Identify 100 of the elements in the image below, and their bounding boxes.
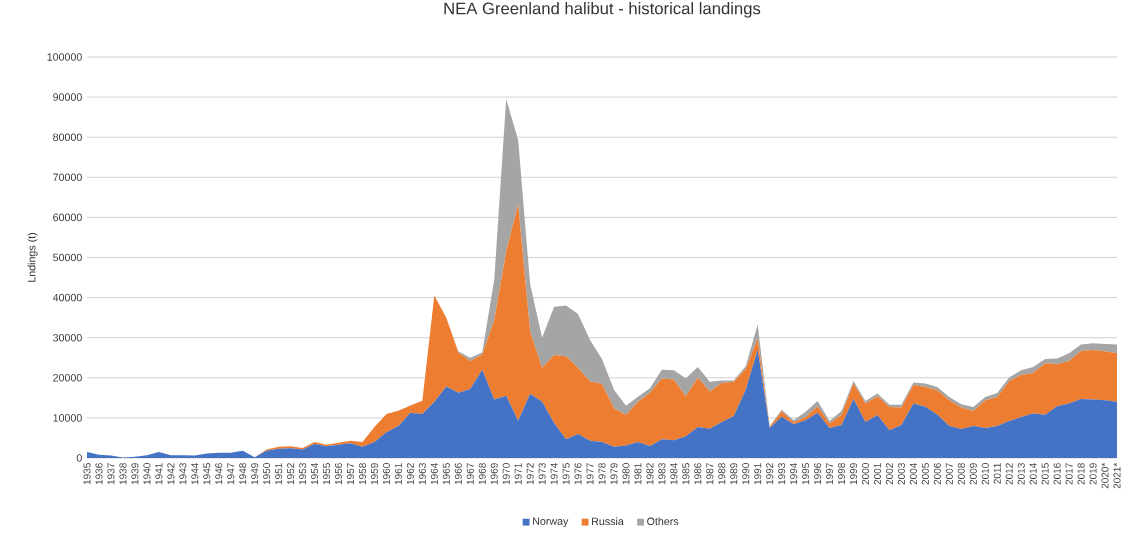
- x-tick-label: 2021*: [1113, 462, 1121, 489]
- x-tick-label: 2006: [933, 463, 941, 485]
- y-tick-label: 20000: [53, 374, 82, 382]
- x-tick-label: 1977: [586, 463, 594, 485]
- x-tick-label: 1987: [706, 463, 714, 485]
- legend-label: Russia: [592, 517, 624, 526]
- x-tick-label: 1935: [83, 463, 91, 485]
- x-tick-label: 1975: [562, 463, 570, 485]
- y-tick-label: 40000: [52, 293, 82, 302]
- x-tick-label: 1948: [239, 463, 247, 485]
- chart-title: NEA Greenland halibut - historical landings: [444, 2, 761, 18]
- x-tick-label: 2001: [873, 463, 882, 485]
- x-tick-label: 1937: [107, 463, 115, 485]
- x-tick-label: 1978: [598, 463, 606, 485]
- x-tick-label: 1962: [406, 463, 414, 485]
- y-tick-label: 30000: [53, 333, 82, 342]
- y-tick-label: 60000: [53, 213, 82, 222]
- x-tick-label: 2007: [945, 463, 953, 485]
- x-tick-label: 2019: [1089, 463, 1097, 485]
- x-tick-label: 1984: [670, 462, 678, 485]
- x-tick-label: 1936: [95, 463, 103, 485]
- x-tick-label: 1939: [131, 463, 139, 485]
- x-tick-label: 1961: [394, 463, 402, 485]
- x-tick-label: 1968: [478, 463, 486, 485]
- x-tick-label: 2011: [993, 463, 1001, 484]
- x-tick-label: 1979: [610, 463, 618, 485]
- x-tick-label: 1953: [299, 463, 307, 485]
- x-tick-label: 1972: [526, 463, 534, 485]
- x-tick-label: 1950: [263, 463, 271, 485]
- x-tick-label: 1982: [646, 463, 654, 485]
- x-tick-label: 1940: [143, 463, 151, 485]
- x-tick-label: 1942: [167, 463, 175, 485]
- x-tick-label: 1952: [287, 463, 295, 485]
- x-tick-label: 2004: [909, 462, 917, 485]
- x-tick-label: 1999: [849, 463, 858, 485]
- x-tick-label: 1994: [790, 462, 798, 485]
- x-tick-label: 1946: [215, 463, 223, 485]
- x-tick-label: 1989: [730, 463, 738, 485]
- x-tick-label: 1956: [334, 463, 343, 485]
- x-tick-label: 1997: [826, 463, 834, 485]
- x-tick-label: 2020*: [1101, 462, 1109, 489]
- y-tick-label: 80000: [53, 133, 82, 141]
- x-tick-label: 1938: [119, 463, 127, 485]
- x-tick-label: 2017: [1065, 463, 1073, 485]
- x-tick-label: 1992: [766, 463, 774, 485]
- x-tick-label: 2014: [1029, 462, 1037, 485]
- x-tick-label: 1981: [634, 463, 642, 485]
- x-tick-label: 2010: [981, 463, 989, 485]
- x-tick-label: 1966: [454, 463, 462, 485]
- x-tick-label: 1996: [814, 463, 822, 485]
- x-tick-label: 2013: [1017, 463, 1025, 485]
- x-tick-label: 2012: [1005, 463, 1013, 485]
- x-tick-label: 1960: [382, 463, 390, 485]
- y-tick-label: 100000: [47, 53, 82, 61]
- x-tick-label: 1986: [694, 463, 702, 485]
- x-tick-label: 1988: [718, 463, 726, 485]
- x-tick-label: 2008: [957, 463, 965, 485]
- legend-label: Others: [647, 517, 679, 526]
- x-tick-label: 1993: [778, 463, 786, 485]
- y-tick-label: 90000: [53, 93, 82, 101]
- x-tick-label: 2000: [861, 463, 870, 485]
- x-tick-label: 1945: [203, 463, 211, 485]
- x-tick-label: 1985: [682, 463, 690, 485]
- x-tick-label: 1974: [550, 462, 558, 485]
- y-tick-label: 0: [76, 454, 82, 462]
- x-tick-label: 2009: [969, 463, 977, 485]
- x-tick-label: 1943: [179, 463, 187, 485]
- x-tick-label: 1957: [346, 463, 355, 485]
- x-tick-label: 2002: [885, 463, 893, 485]
- legend-label: Norway: [533, 517, 569, 528]
- x-tick-label: 2005: [921, 463, 929, 485]
- x-tick-label: 1964: [430, 462, 438, 485]
- x-tick-label: 2003: [897, 463, 905, 485]
- x-tick-label: 2016: [1053, 463, 1061, 485]
- x-tick-label: 1951: [275, 463, 283, 485]
- y-tick-label: 70000: [53, 173, 82, 182]
- x-tick-label: 1991: [754, 463, 762, 485]
- x-tick-label: 1963: [418, 463, 426, 485]
- y-axis-title: Lndings (t): [27, 232, 38, 282]
- x-tick-label: 1969: [490, 463, 498, 485]
- x-tick-label: 1944: [191, 462, 199, 485]
- x-tick-label: 1976: [574, 463, 582, 485]
- x-tick-label: 1995: [802, 463, 810, 485]
- x-tick-label: 1970: [502, 463, 510, 485]
- x-tick-label: 1980: [622, 463, 630, 485]
- x-tick-label: 1954: [311, 462, 319, 485]
- x-tick-label: 1967: [466, 463, 474, 485]
- x-tick-label: 1941: [155, 463, 163, 485]
- x-tick-label: 1947: [227, 463, 235, 485]
- x-tick-label: 1998: [837, 463, 846, 485]
- y-tick-label: 50000: [53, 253, 82, 262]
- x-tick-label: 1971: [514, 463, 522, 485]
- x-tick-label: 1990: [742, 463, 750, 485]
- x-tick-label: 1965: [442, 463, 450, 485]
- x-tick-label: 1955: [323, 463, 331, 485]
- x-tick-label: 2015: [1041, 463, 1049, 485]
- x-tick-label: 2018: [1077, 463, 1085, 485]
- x-tick-label: 1973: [538, 463, 546, 485]
- x-tick-label: 1949: [251, 463, 259, 485]
- y-tick-label: 10000: [53, 414, 82, 422]
